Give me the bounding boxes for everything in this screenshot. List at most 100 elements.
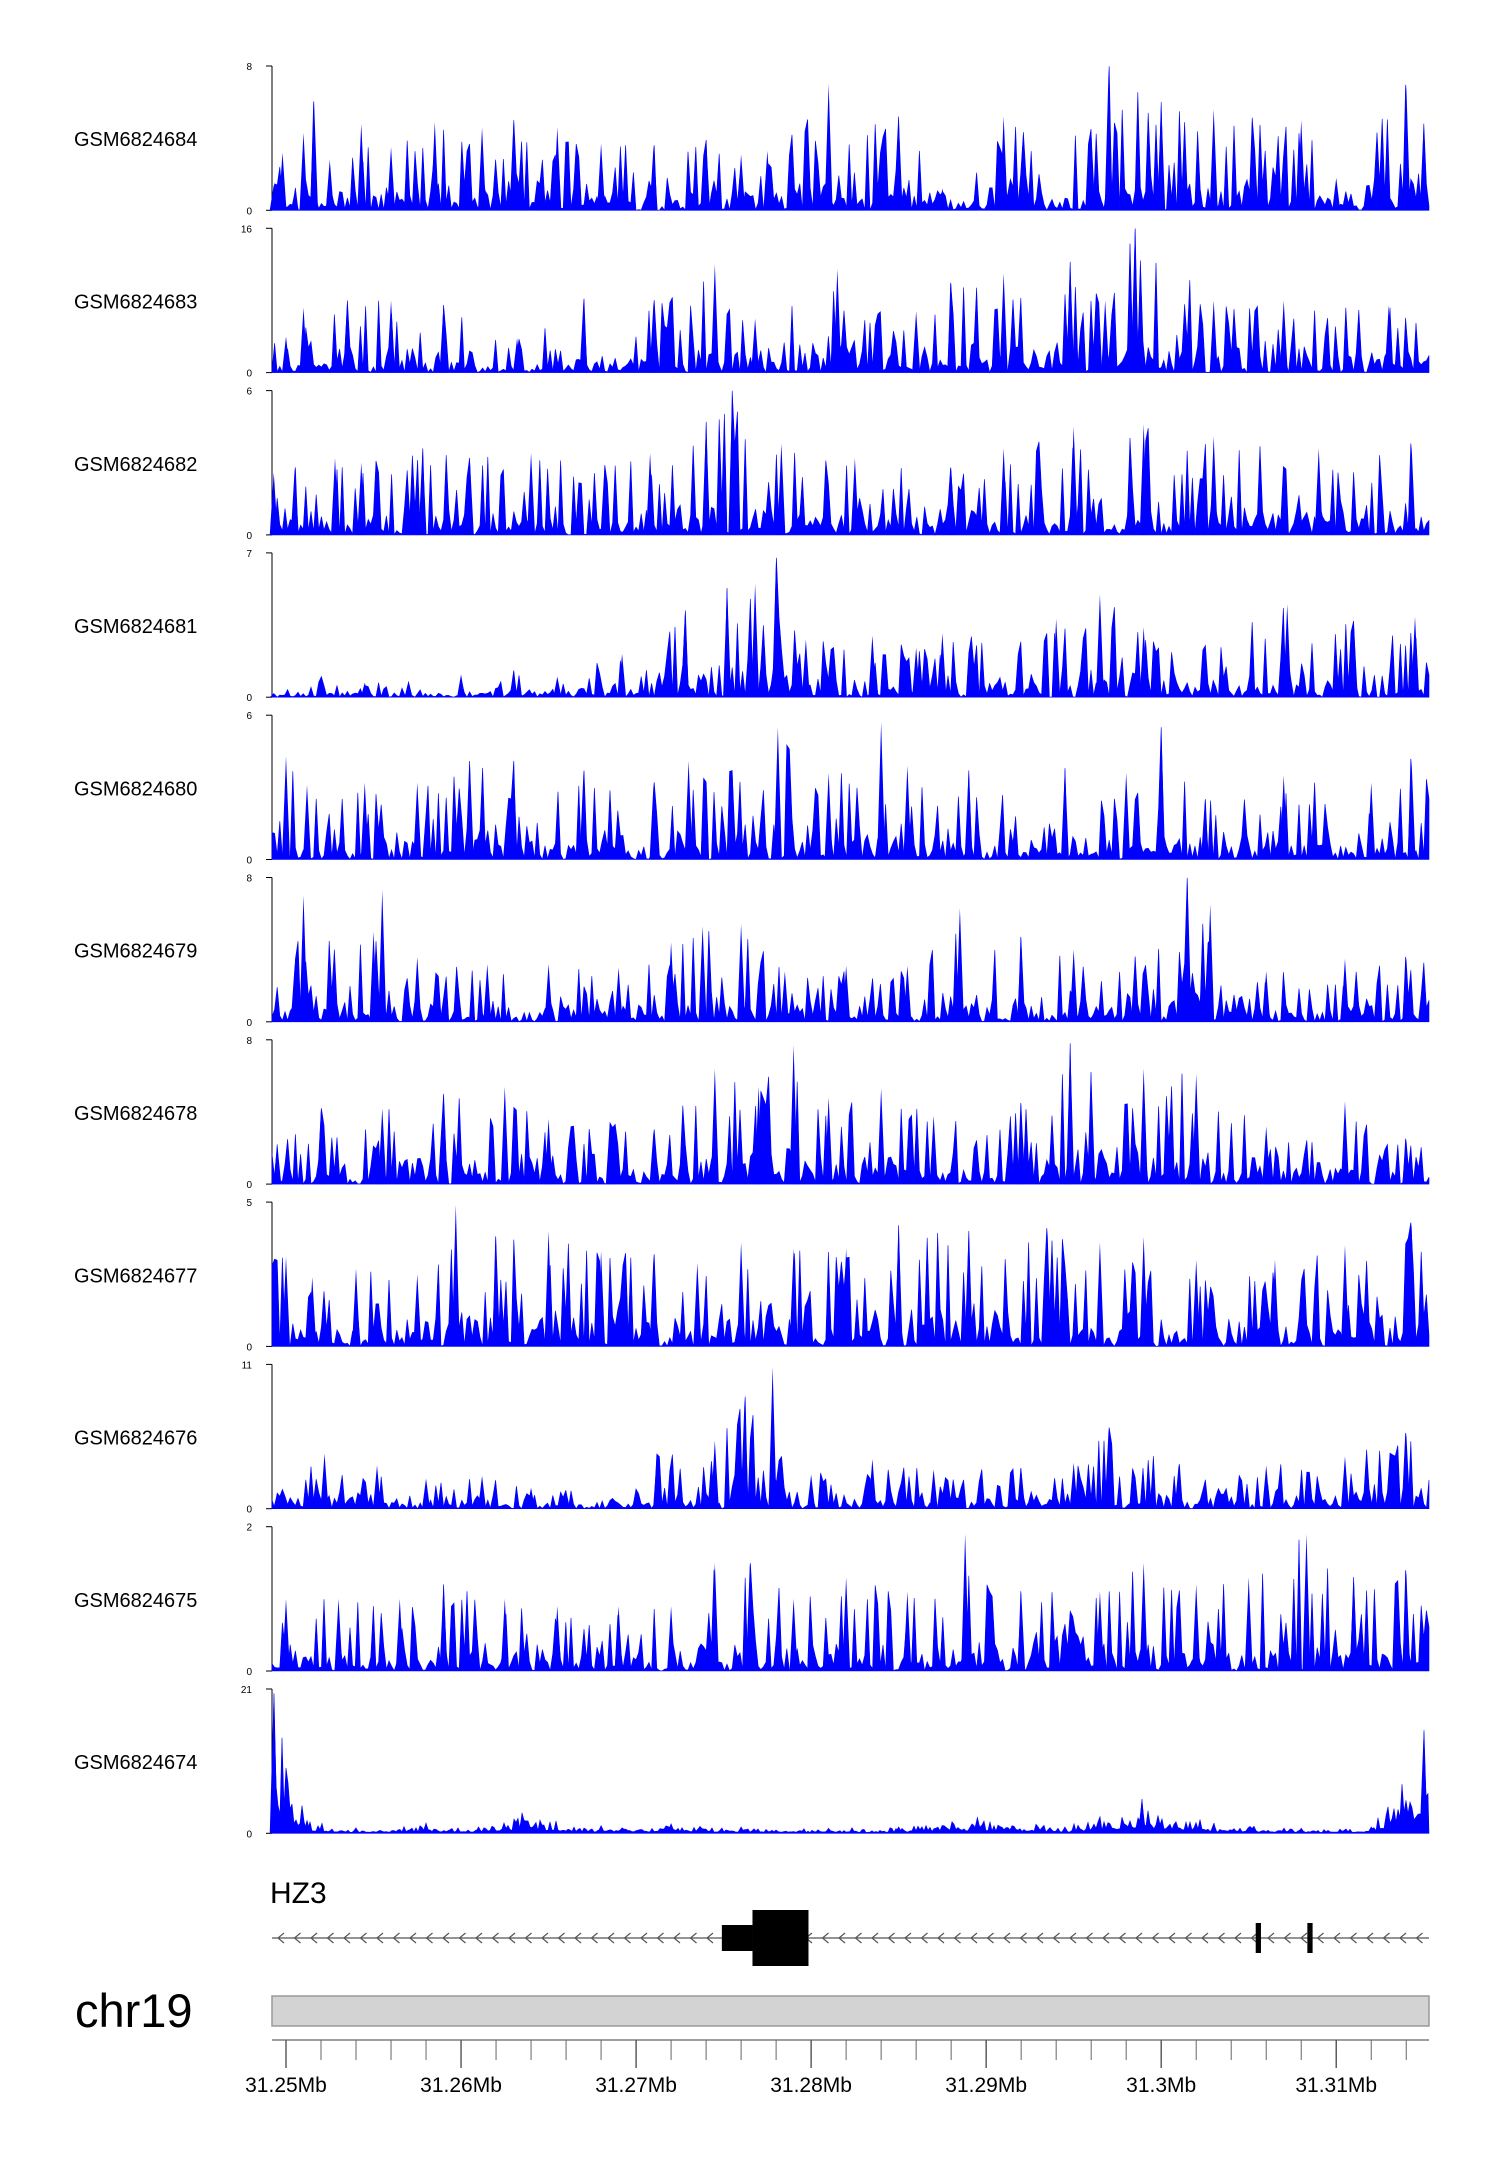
- strand-arrow: [1399, 1932, 1407, 1944]
- x-tick-label: 31.31Mb: [1295, 2074, 1377, 2097]
- coverage-peak: [299, 132, 308, 211]
- coverage-peak: [1349, 620, 1358, 698]
- track-GSM6824674: GSM6824674 21 0: [74, 1685, 1430, 1840]
- coverage-peak: [740, 1397, 749, 1509]
- strand-arrow: [1267, 1932, 1275, 1944]
- y-tick-label-max: 8: [246, 62, 252, 73]
- coverage-peak: [877, 1088, 886, 1185]
- coverage-peak: [938, 633, 947, 698]
- coverage-peak: [457, 674, 466, 698]
- strand-arrow: [937, 1932, 945, 1944]
- coverage-peak: [492, 1236, 501, 1347]
- x-tick-label: 31.29Mb: [945, 2074, 1027, 2097]
- coverage-peak: [1402, 1432, 1411, 1509]
- coverage-peak: [1060, 768, 1069, 860]
- strand-arrow: [343, 1932, 351, 1944]
- coverage-peak: [1192, 1584, 1201, 1671]
- track-GSM6824681: GSM6824681 7 0: [74, 549, 1430, 704]
- strand-arrow: [1217, 1932, 1225, 1944]
- strand-arrow: [689, 1932, 697, 1944]
- coverage-peak: [451, 1204, 460, 1347]
- coverage-peak: [303, 1819, 312, 1834]
- y-tick-label-min: 0: [246, 1018, 252, 1029]
- coverage-peak: [1402, 1139, 1411, 1185]
- coverage-peak: [290, 467, 299, 535]
- coverage-peak: [1407, 758, 1416, 860]
- strand-arrow: [376, 1932, 384, 1944]
- coverage-peak: [352, 1268, 361, 1347]
- coverage-peak: [773, 727, 782, 860]
- coverage-peak: [1262, 971, 1271, 1022]
- coverage-peak: [1139, 1236, 1148, 1347]
- coverage-peak: [1279, 300, 1288, 373]
- track-label: GSM6824680: [74, 778, 197, 800]
- coverage-peak: [325, 159, 334, 211]
- strand-arrow: [310, 1932, 318, 1944]
- coverage-peak: [320, 1453, 329, 1509]
- coverage-peak: [833, 268, 842, 373]
- strand-arrow: [541, 1932, 549, 1944]
- coverage-peak: [1270, 1259, 1279, 1347]
- coverage-peak: [282, 1256, 291, 1347]
- coverage-area: [271, 1693, 1430, 1834]
- coverage-peak: [789, 1248, 798, 1347]
- coverage-peak: [1192, 1259, 1201, 1347]
- coverage-peak: [1340, 958, 1349, 1022]
- coverage-peak: [710, 1068, 719, 1185]
- coverage-peak: [544, 1230, 553, 1347]
- coverage-peak: [1122, 772, 1131, 860]
- coverage-peak: [649, 782, 658, 860]
- y-tick-label-min: 0: [246, 1505, 252, 1516]
- coverage-peak: [360, 782, 369, 860]
- coverage-peak: [1192, 1074, 1201, 1185]
- x-tick-label: 31.26Mb: [420, 2074, 502, 2097]
- coverage-peak: [632, 1489, 641, 1509]
- coverage-peak: [478, 127, 487, 211]
- y-tick-label-max: 2: [246, 1523, 252, 1534]
- coverage-peak: [278, 152, 287, 211]
- coverage-peak: [334, 1598, 343, 1671]
- coverage-peak: [745, 1562, 754, 1671]
- coverage-peak: [290, 192, 299, 211]
- coverage-peak: [331, 457, 340, 535]
- track-GSM6824679: GSM6824679 8 0: [74, 874, 1430, 1029]
- chromosome-label: chr19: [75, 1984, 193, 2037]
- strand-arrow: [986, 1932, 994, 1944]
- coverage-peak: [894, 1225, 903, 1347]
- coverage-peak: [282, 756, 291, 860]
- gene-exon: [1307, 1923, 1313, 1953]
- y-tick-label-min: 0: [246, 1180, 252, 1191]
- y-tick-label-max: 8: [246, 874, 252, 885]
- coverage-peak: [1209, 300, 1218, 373]
- strand-arrow: [425, 1932, 433, 1944]
- coverage-peak: [618, 653, 627, 698]
- coverage-peak: [1139, 1562, 1148, 1671]
- coverage-peak: [1349, 1577, 1358, 1671]
- coverage-peak: [1209, 436, 1218, 535]
- coverage-peak: [1139, 1068, 1148, 1185]
- coverage-peak: [681, 610, 690, 698]
- strand-arrow: [656, 1932, 664, 1944]
- y-tick-label-min: 0: [246, 1342, 252, 1353]
- coverage-peak: [751, 318, 760, 373]
- coverage-peak: [600, 465, 609, 535]
- coverage-peak: [1087, 1072, 1096, 1185]
- coverage-peak: [1017, 1102, 1026, 1185]
- coverage-peak: [1017, 1591, 1026, 1671]
- coverage-peak: [1340, 1245, 1349, 1347]
- coverage-tracks: GSM682468480GSM6824683160GSM682468260GSM…: [74, 62, 1430, 1840]
- coverage-peak: [1407, 443, 1416, 535]
- coverage-peak: [500, 1598, 509, 1671]
- coverage-peak: [1157, 102, 1166, 211]
- coverage-peak: [789, 1598, 798, 1671]
- y-tick-label-min: 0: [246, 1829, 252, 1840]
- coverage-peak: [1066, 1043, 1075, 1185]
- gene-name-label: HZ3: [270, 1877, 327, 1910]
- coverage-peak: [1206, 904, 1215, 1022]
- coverage-peak: [614, 967, 623, 1022]
- strand-arrow: [623, 1932, 631, 1944]
- coverage-peak: [999, 448, 1008, 535]
- strand-arrow: [277, 1932, 285, 1944]
- coverage-peak: [1244, 1577, 1253, 1671]
